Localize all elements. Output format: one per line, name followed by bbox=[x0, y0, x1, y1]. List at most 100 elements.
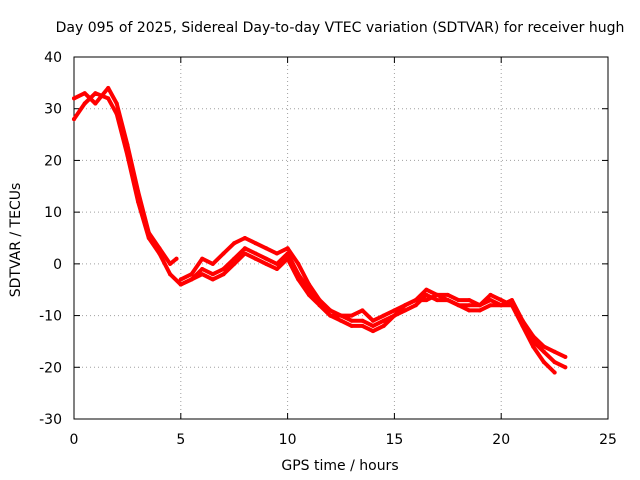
plot-frame bbox=[73, 56, 609, 420]
data-point bbox=[467, 298, 472, 303]
data-point bbox=[93, 91, 98, 96]
data-point bbox=[168, 272, 173, 277]
data-point bbox=[371, 323, 375, 328]
data-point bbox=[520, 318, 525, 323]
data-point bbox=[435, 298, 440, 303]
data-point bbox=[339, 313, 343, 318]
data-point bbox=[360, 323, 365, 328]
data-point bbox=[328, 308, 333, 313]
data-point bbox=[445, 292, 450, 297]
data-point bbox=[221, 251, 226, 256]
data-point bbox=[509, 298, 514, 303]
data-point bbox=[435, 292, 440, 297]
data-point bbox=[232, 261, 237, 266]
data-point bbox=[106, 86, 111, 90]
data-point bbox=[317, 303, 322, 308]
data-point bbox=[541, 360, 546, 365]
y-tick-label: -10 bbox=[39, 309, 62, 325]
data-point bbox=[424, 287, 429, 292]
data-point bbox=[531, 344, 536, 349]
x-axis-label: GPS time / hours bbox=[281, 458, 398, 474]
data-series bbox=[72, 86, 568, 375]
data-point bbox=[381, 313, 386, 318]
data-point bbox=[264, 261, 269, 266]
y-tick-label: 0 bbox=[53, 257, 62, 273]
data-point bbox=[242, 246, 247, 251]
data-point bbox=[146, 236, 151, 240]
data-point bbox=[349, 318, 354, 323]
data-point bbox=[563, 365, 568, 370]
data-point bbox=[339, 318, 343, 323]
y-tick-label: -20 bbox=[39, 360, 62, 376]
data-point bbox=[157, 251, 162, 256]
data-point bbox=[296, 272, 301, 277]
y-axis: -30 -20 -10 0 10 20 30 40 bbox=[39, 50, 608, 428]
data-point bbox=[189, 272, 194, 277]
data-point bbox=[242, 236, 247, 240]
data-point bbox=[274, 251, 279, 256]
data-point bbox=[189, 277, 194, 282]
data-point bbox=[360, 318, 365, 323]
data-point bbox=[72, 117, 76, 122]
data-point bbox=[403, 308, 408, 313]
data-point bbox=[210, 272, 215, 277]
data-point bbox=[82, 101, 87, 106]
x-tick-label: 25 bbox=[599, 432, 617, 448]
data-point bbox=[232, 256, 237, 261]
data-point bbox=[424, 292, 429, 297]
data-point bbox=[349, 323, 354, 328]
series-line-2 bbox=[72, 91, 557, 375]
data-point bbox=[125, 153, 130, 158]
y-tick-label: 30 bbox=[44, 102, 62, 118]
data-point bbox=[413, 303, 418, 308]
data-point bbox=[403, 303, 408, 308]
data-point bbox=[285, 251, 290, 256]
y-axis-label: SDTVAR / TECUs bbox=[8, 183, 24, 298]
x-axis: 0 5 10 15 20 25 bbox=[70, 57, 617, 448]
data-point bbox=[307, 287, 311, 292]
data-point bbox=[541, 344, 546, 349]
y-tick-label: 40 bbox=[44, 50, 62, 66]
data-point bbox=[200, 256, 205, 261]
data-point bbox=[274, 261, 279, 266]
data-point bbox=[467, 303, 472, 308]
data-point bbox=[221, 267, 226, 271]
data-point bbox=[445, 298, 450, 303]
data-point bbox=[296, 261, 301, 266]
x-tick-label: 10 bbox=[279, 432, 297, 448]
data-point bbox=[274, 267, 279, 271]
data-point bbox=[221, 272, 226, 277]
data-point bbox=[477, 308, 482, 313]
y-tick-label: -30 bbox=[39, 412, 62, 428]
data-point bbox=[381, 323, 386, 328]
y-tick-label: 20 bbox=[44, 153, 62, 169]
data-point bbox=[349, 313, 354, 318]
data-point bbox=[72, 96, 76, 101]
x-tick-label: 20 bbox=[492, 432, 510, 448]
data-point bbox=[499, 298, 504, 303]
data-point bbox=[531, 339, 536, 344]
data-point bbox=[114, 101, 119, 106]
data-point bbox=[264, 246, 269, 251]
data-point bbox=[552, 370, 557, 375]
data-point bbox=[467, 308, 472, 313]
data-point bbox=[392, 313, 397, 318]
x-tick-label: 5 bbox=[176, 432, 185, 448]
data-point bbox=[200, 272, 205, 277]
data-point bbox=[488, 292, 493, 297]
data-point bbox=[552, 349, 557, 354]
data-point bbox=[253, 251, 258, 256]
data-point bbox=[174, 256, 179, 261]
data-point bbox=[413, 298, 418, 303]
data-point bbox=[242, 251, 247, 256]
data-point bbox=[178, 282, 183, 287]
chart-title: Day 095 of 2025, Sidereal Day-to-day VTE… bbox=[56, 20, 625, 36]
data-point bbox=[200, 267, 205, 271]
data-point bbox=[285, 246, 290, 251]
data-point bbox=[82, 91, 87, 96]
data-point bbox=[371, 329, 375, 334]
data-point bbox=[232, 241, 237, 246]
data-point bbox=[392, 308, 397, 313]
data-point bbox=[178, 277, 183, 282]
